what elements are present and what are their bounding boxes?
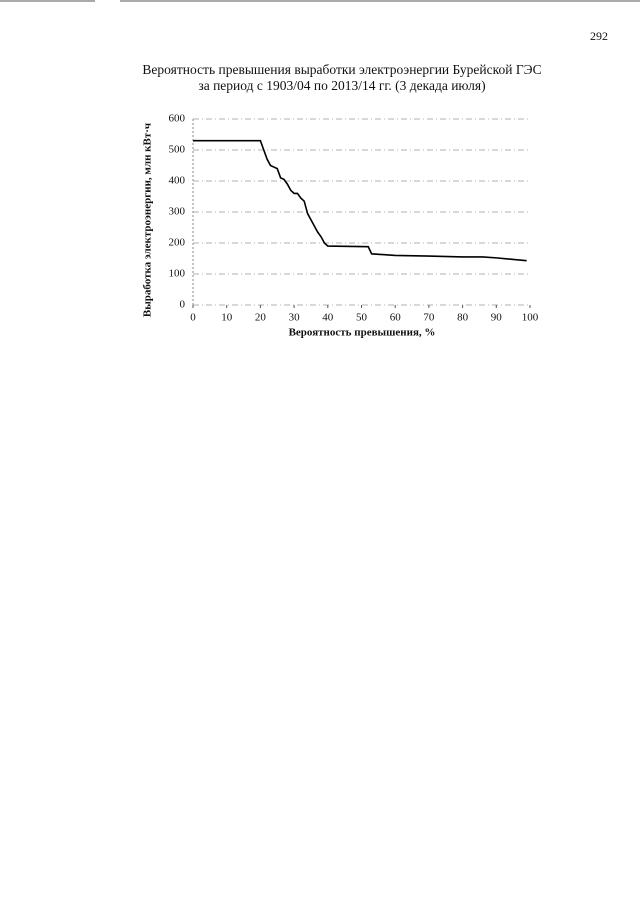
y-tick-label: 600 (169, 113, 186, 125)
data-line (193, 139, 527, 262)
y-tick-label: 400 (169, 175, 186, 187)
x-tick-label: 0 (190, 312, 196, 324)
x-tick-label: 90 (491, 312, 503, 324)
chart-title: Вероятность превышения выработки электро… (142, 62, 541, 77)
y-tick-label: 0 (180, 299, 186, 311)
y-tick-label: 100 (169, 268, 186, 280)
x-tick-label: 10 (221, 312, 233, 324)
x-tick-label: 100 (522, 312, 539, 324)
x-tick-label: 40 (322, 312, 334, 324)
y-tick-label: 500 (169, 144, 186, 156)
x-tick-label: 60 (390, 312, 402, 324)
chart-subtitle: за период с 1903/04 по 2013/14 гг. (3 де… (198, 78, 485, 93)
page-number: 292 (590, 29, 608, 43)
y-axis-label: Выработка электроэнергии, млн кВт·ч (142, 123, 154, 317)
x-tick-label: 70 (423, 312, 435, 324)
y-tick-label: 200 (169, 237, 186, 249)
x-axis-label: Вероятность превышения, % (289, 327, 436, 339)
x-tick-label: 50 (356, 312, 368, 324)
x-tick-label: 30 (289, 312, 301, 324)
x-tick-label: 80 (457, 312, 469, 324)
y-tick-label: 300 (169, 206, 186, 218)
x-tick-label: 20 (255, 312, 267, 324)
